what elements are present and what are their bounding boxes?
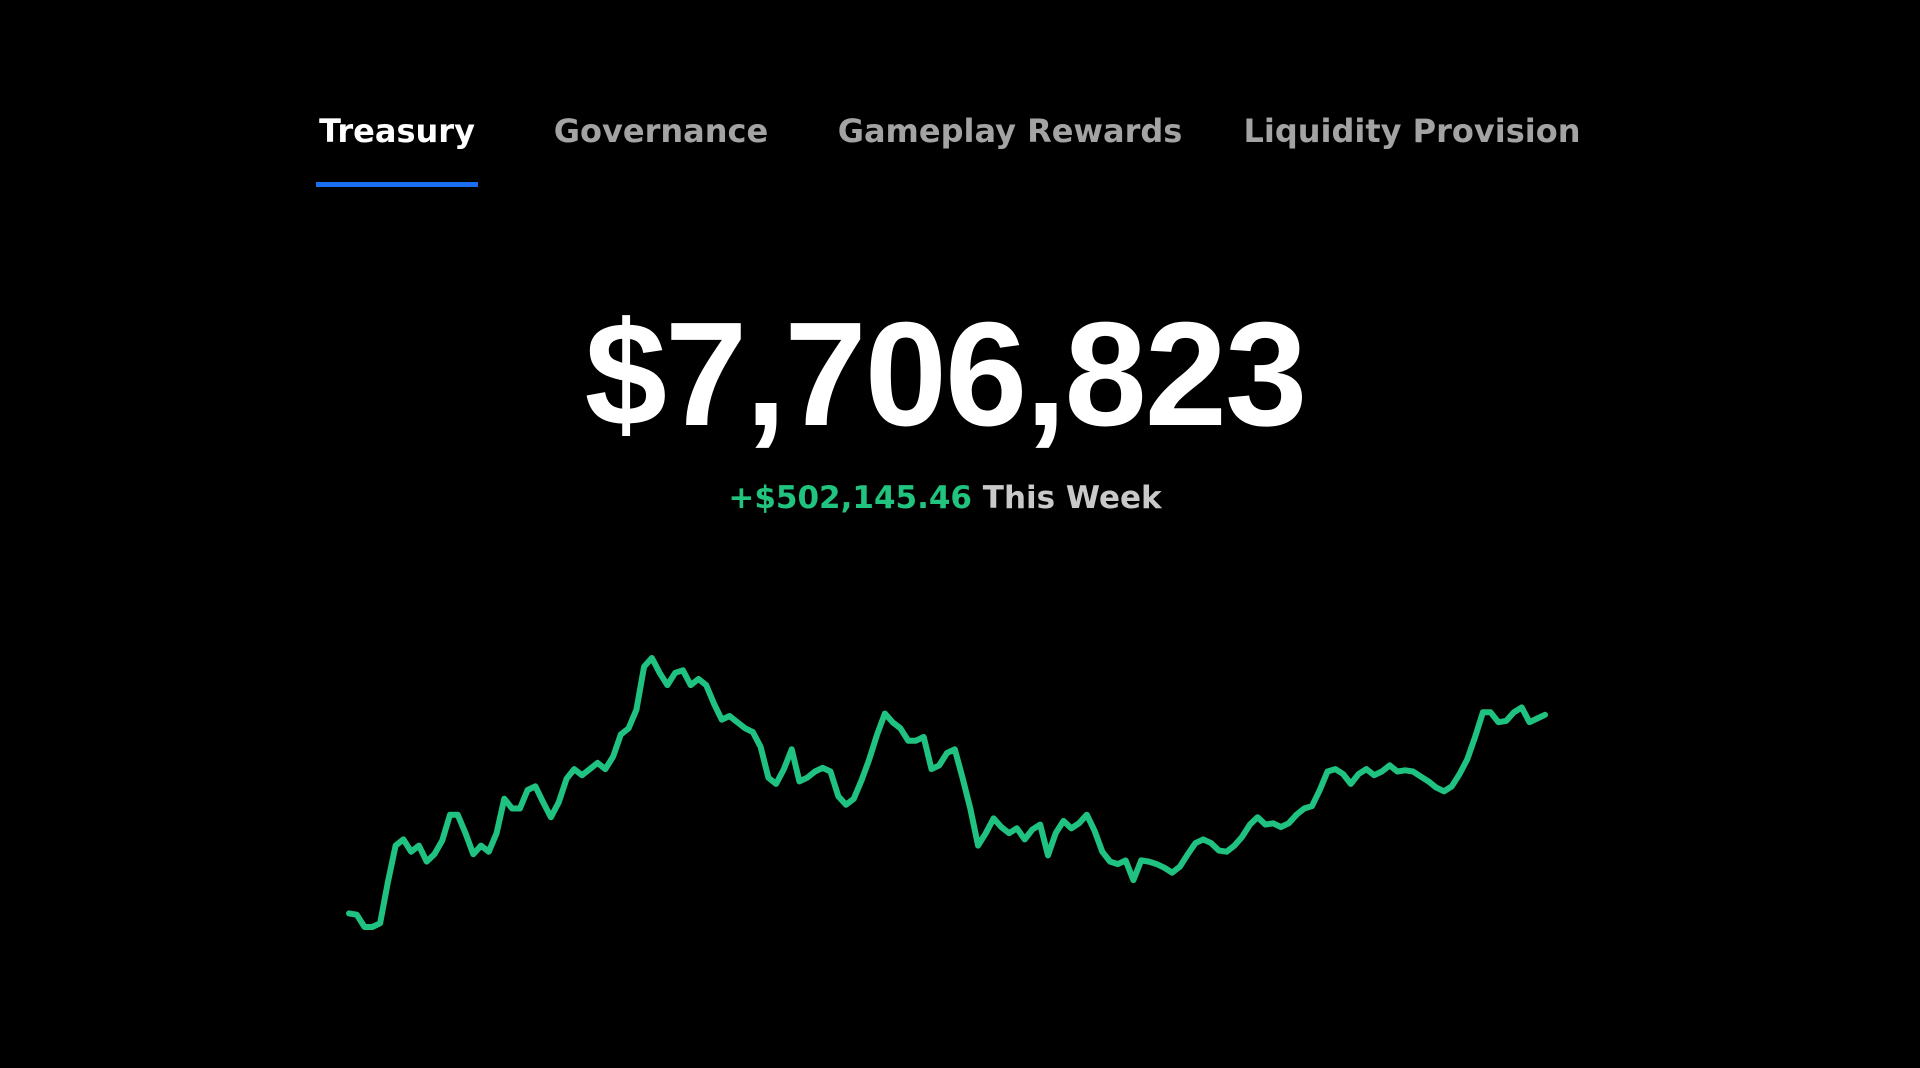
active-tab-indicator [316, 182, 478, 187]
tab[interactable]: Governance [553, 112, 769, 150]
tab[interactable]: Gameplay Rewards [837, 112, 1183, 150]
tab[interactable]: Treasury [319, 112, 475, 150]
period: This Week [982, 480, 1162, 516]
change-row: +$502,145.46 This Week [0, 480, 1890, 516]
price-line [346, 655, 1548, 930]
tab[interactable]: Liquidity Provision [1243, 112, 1581, 150]
change: +$502,145.46 [728, 480, 972, 516]
balance: $7,706,823 [584, 292, 1308, 457]
